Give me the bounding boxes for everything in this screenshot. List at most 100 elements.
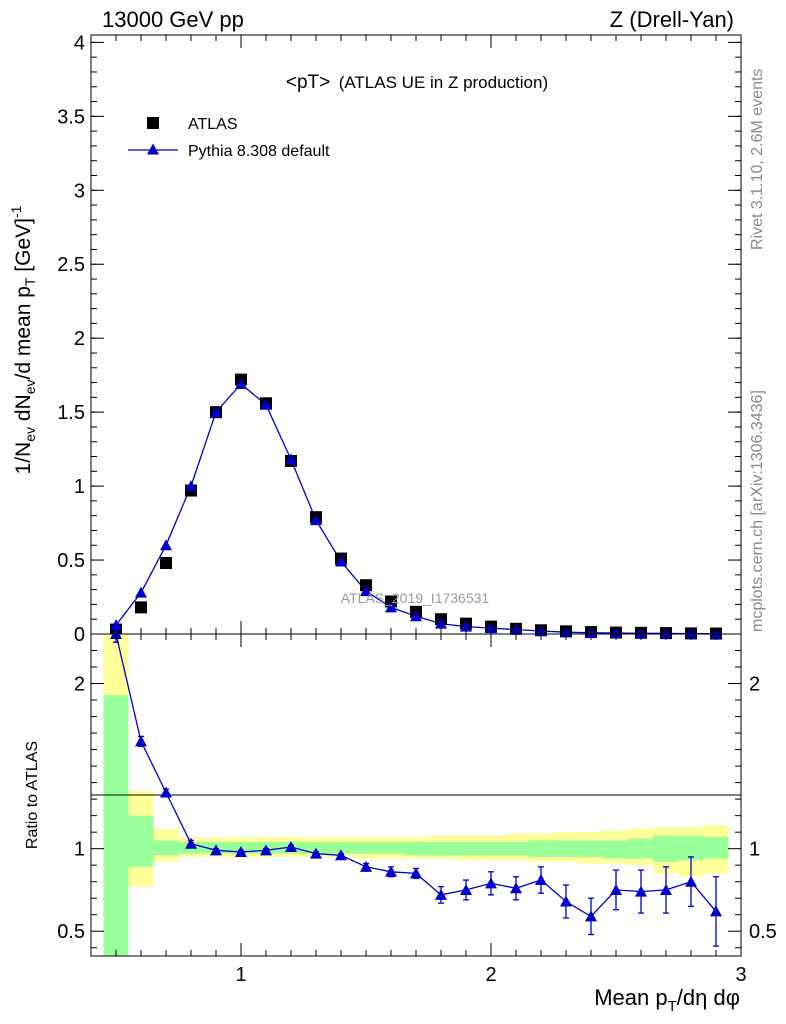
mc-point <box>260 398 272 410</box>
legend-data-label: ATLAS <box>188 116 238 133</box>
main-ytick-label: 2 <box>74 328 85 350</box>
ratio-mc-point <box>635 885 647 897</box>
ratio-mc-point <box>210 844 222 856</box>
xtick-label: 2 <box>485 964 496 986</box>
main-panel: 0 0.5 1 1.5 2 2.5 3 3.5 4 <pT> (ATLAS UE in Z pr… <box>8 32 742 646</box>
ratio-band-inner <box>503 842 529 856</box>
ratio-mc-point <box>485 877 497 889</box>
ratio-mc-point <box>410 867 422 879</box>
atlas-point <box>160 557 172 570</box>
ratio-mc-point <box>460 883 472 895</box>
ratio-ytick-label-right: 0.5 <box>749 921 777 943</box>
mc-point <box>135 586 147 598</box>
plot-title-sub: (ATLAS UE in Z production) <box>339 73 548 92</box>
mc-point <box>160 539 172 551</box>
xtick-label: 3 <box>735 964 746 986</box>
ratio-mc-point <box>560 895 572 907</box>
main-axes: 0 0.5 1 1.5 2 2.5 3 3.5 4 <box>57 32 742 646</box>
ratio-mc-point <box>235 845 247 857</box>
legend-mc-label: Pythia 8.308 default <box>188 143 330 160</box>
ratio-ytick-label: 2 <box>74 674 85 696</box>
mc-point <box>110 619 122 631</box>
main-ytick-label: 3 <box>74 180 85 202</box>
ratio-band-inner <box>328 842 354 854</box>
ratio-mc-point <box>510 882 522 894</box>
main-ytick-label: 3.5 <box>57 106 85 128</box>
ratio-ytick-label: 1 <box>74 839 85 861</box>
ratio-band-inner <box>603 840 629 859</box>
ratio-mc-point <box>160 786 172 798</box>
mc-point <box>460 620 472 632</box>
mc-point <box>185 480 197 492</box>
ratio-ytick-label: 0.5 <box>57 921 85 943</box>
header-right: Z (Drell-Yan) <box>610 7 734 32</box>
main-ytick-label: 1 <box>74 476 85 498</box>
legend-mc-marker <box>147 143 159 155</box>
legend: ATLAS Pythia 8.308 default <box>128 116 330 160</box>
ratio-mc-point <box>685 875 697 887</box>
ratio-band-inner <box>378 842 404 854</box>
ratio-axes: 0.5 0.5 1 1 2 2 1 2 3 <box>57 634 777 986</box>
xlabel: Mean pT/dη dφ <box>594 985 740 1015</box>
ratio-band-inner <box>653 835 679 862</box>
ratio-mc-point <box>610 883 622 895</box>
ratio-mc-point <box>385 865 397 877</box>
rivet-label: Rivet 3.1.10, 2.6M events <box>749 69 766 250</box>
ratio-band-inner <box>478 842 504 856</box>
ratio-marks <box>110 628 722 947</box>
main-ytick-label: 4 <box>74 32 85 54</box>
mc-point <box>435 617 447 629</box>
mc-point <box>410 610 422 622</box>
ratio-band-inner <box>578 840 604 857</box>
mc-point <box>310 514 322 526</box>
ratio-band-inner <box>553 840 579 857</box>
ratio-ytick-label-right: 1 <box>749 839 760 861</box>
main-ytick-label: 0 <box>74 624 85 646</box>
main-ytick-label: 2.5 <box>57 254 85 276</box>
ratio-band-inner <box>678 835 704 861</box>
mcplots-label: mcplots.cern.ch [arXiv:1306.3436] <box>749 390 766 632</box>
ratio-mc-point <box>135 735 147 747</box>
ratio-mc-point <box>660 883 672 895</box>
plot-title: <pT> (ATLAS UE in Z production) <box>286 72 548 93</box>
main-ylabel: 1/Nev dNev/d mean pT [GeV]-1 <box>8 205 38 474</box>
ratio-mc-point <box>435 888 447 900</box>
watermark: ATLAS_2019_I1736531 <box>341 590 490 606</box>
plot-title-main: <pT> <box>286 72 330 93</box>
mc-point <box>210 406 222 418</box>
ratio-mc-point <box>585 910 597 922</box>
ratio-mc-point <box>185 837 197 849</box>
xtick-label: 1 <box>235 964 246 986</box>
mc-point <box>385 601 397 613</box>
ratio-band-inner <box>353 842 379 854</box>
header-left: 13000 GeV pp <box>102 7 244 32</box>
ratio-ylabel: Ratio to ATLAS <box>24 741 41 849</box>
main-ytick-label: 0.5 <box>57 550 85 572</box>
ratio-mc-point <box>285 841 297 853</box>
mc-point <box>335 555 347 567</box>
ratio-mc-point <box>360 860 372 872</box>
mc-point <box>235 378 247 390</box>
ratio-band-inner <box>153 840 179 856</box>
main-ytick-label: 1.5 <box>57 402 85 424</box>
ratio-mc-point <box>260 844 272 856</box>
ratio-ytick-label-right: 2 <box>749 674 760 696</box>
legend-data-marker <box>147 117 159 129</box>
ratio-panel: 0.5 0.5 1 1 2 2 1 2 3 Ratio to ATLAS Mean pT/dη … <box>24 628 777 1015</box>
mc-point <box>285 453 297 465</box>
ratio-mc-point <box>335 849 347 861</box>
mc-point <box>360 585 372 597</box>
ratio-band-inner <box>628 838 654 859</box>
ratio-band-inner <box>428 842 454 856</box>
atlas-point <box>135 601 147 614</box>
ratio-band-inner <box>403 842 429 856</box>
ratio-band-inner <box>703 837 729 859</box>
ratio-band-inner <box>103 695 129 956</box>
ratio-band-inner <box>528 840 554 857</box>
ratio-mc-point <box>535 874 547 886</box>
ratio-mc-point <box>310 847 322 859</box>
ratio-band-inner <box>128 815 154 867</box>
ratio-mc-point <box>710 905 722 917</box>
ratio-band-inner <box>453 842 479 856</box>
